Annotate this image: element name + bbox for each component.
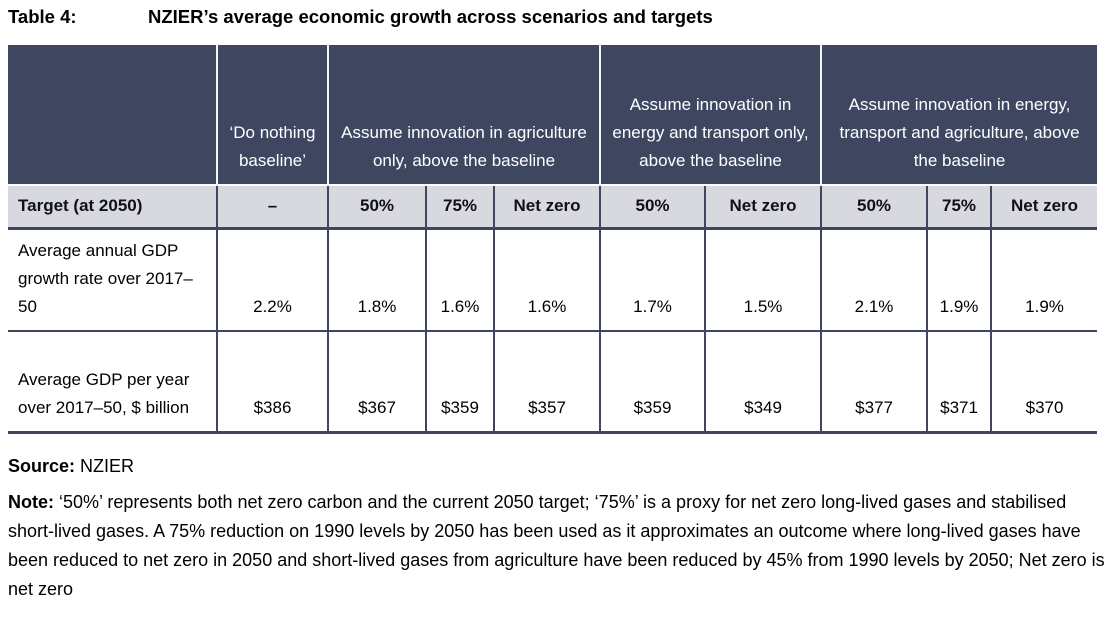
gdp-growth-et-50: 1.7% — [599, 228, 706, 332]
target-cell-all-50: 50% — [820, 184, 928, 230]
source-label: Source: — [8, 455, 76, 476]
gdp-growth-all-50: 2.1% — [820, 228, 928, 332]
gdp-growth-row: Average annual GDP growth rate over 2017… — [8, 228, 1098, 332]
table-caption-text: NZIER’s average economic growth across s… — [148, 6, 713, 27]
gdp-growth-et-netzero: 1.5% — [704, 228, 822, 332]
target-row-label: Target (at 2050) — [8, 184, 217, 230]
note-paragraph: Note: ‘50%’ represents both net zero car… — [8, 488, 1112, 604]
source-line: Source: NZIER — [8, 453, 1108, 479]
gdp-per-year-all-75: $371 — [926, 331, 992, 434]
scenario-header-row: ‘Do nothing baseline’ Assume innovation … — [8, 45, 1098, 185]
header-innovation-agriculture: Assume innovation in agriculture only, a… — [326, 45, 601, 185]
gdp-per-year-ag-50: $367 — [327, 331, 426, 434]
gdp-per-year-ag-75: $359 — [425, 331, 494, 434]
target-cell-et-50: 50% — [599, 184, 706, 230]
target-cell-ag-75: 75% — [425, 184, 494, 230]
gdp-per-year-et-50: $359 — [599, 331, 706, 434]
target-cell-ag-netzero: Net zero — [492, 184, 601, 230]
gdp-growth-baseline: 2.2% — [216, 228, 328, 332]
gdp-per-year-baseline: $386 — [216, 331, 328, 434]
header-innovation-all: Assume innovation in energy, transport a… — [820, 45, 1098, 185]
gdp-per-year-ag-netzero: $357 — [492, 331, 601, 434]
gdp-growth-ag-50: 1.8% — [327, 228, 426, 332]
gdp-per-year-all-netzero: $370 — [990, 331, 1098, 434]
economic-growth-table: ‘Do nothing baseline’ Assume innovation … — [8, 45, 1098, 434]
gdp-per-year-all-50: $377 — [820, 331, 928, 434]
target-cell-et-netzero: Net zero — [704, 184, 822, 230]
target-cell-all-netzero: Net zero — [990, 184, 1098, 230]
gdp-growth-all-75: 1.9% — [926, 228, 992, 332]
gdp-growth-ag-netzero: 1.6% — [492, 228, 601, 332]
header-innovation-energy-transport: Assume innovation in energy and transpor… — [599, 45, 822, 185]
gdp-growth-row-label: Average annual GDP growth rate over 2017… — [8, 228, 217, 332]
note-label: Note: — [8, 491, 54, 512]
source-text: NZIER — [80, 455, 135, 476]
gdp-growth-ag-75: 1.6% — [425, 228, 494, 332]
gdp-per-year-row-label: Average GDP per year over 2017–50, $ bil… — [8, 331, 217, 434]
document-page: Table 4: NZIER’s average economic growth… — [8, 6, 1112, 604]
gdp-per-year-row: Average GDP per year over 2017–50, $ bil… — [8, 331, 1098, 434]
target-cell-baseline: – — [216, 184, 328, 230]
header-empty-cell — [8, 45, 217, 185]
target-cell-ag-50: 50% — [327, 184, 426, 230]
table-caption: Table 4: NZIER’s average economic growth… — [8, 6, 1108, 28]
gdp-growth-all-netzero: 1.9% — [990, 228, 1098, 332]
gdp-per-year-et-netzero: $349 — [704, 331, 822, 434]
target-cell-all-75: 75% — [926, 184, 992, 230]
table-caption-number: Table 4: — [8, 6, 77, 27]
note-text: ‘50%’ represents both net zero carbon an… — [8, 491, 1105, 599]
header-do-nothing-baseline: ‘Do nothing baseline’ — [216, 45, 328, 185]
target-row: Target (at 2050) – 50% 75% Net zero 50% … — [8, 184, 1098, 230]
